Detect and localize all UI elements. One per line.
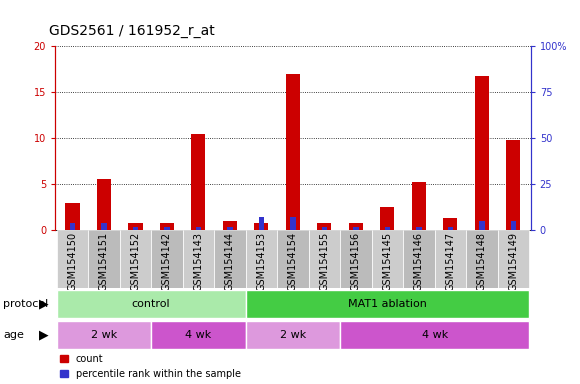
Text: MAT1 ablation: MAT1 ablation <box>348 299 427 310</box>
Bar <box>380 207 394 230</box>
Text: GSM154149: GSM154149 <box>509 232 519 291</box>
Bar <box>443 218 458 230</box>
Bar <box>160 223 174 230</box>
Bar <box>353 227 358 230</box>
Bar <box>412 182 426 230</box>
Legend: count, percentile rank within the sample: count, percentile rank within the sample <box>60 354 241 379</box>
Bar <box>309 230 340 288</box>
Bar <box>506 140 520 230</box>
Bar <box>340 230 372 288</box>
Text: GSM154144: GSM154144 <box>225 232 235 291</box>
Bar <box>385 227 390 230</box>
Bar <box>128 223 143 230</box>
Bar <box>133 227 138 230</box>
Bar <box>70 223 75 230</box>
Bar <box>259 217 264 230</box>
Text: GSM154143: GSM154143 <box>193 232 204 291</box>
Bar <box>164 227 170 230</box>
Text: GSM154148: GSM154148 <box>477 232 487 291</box>
Bar <box>97 179 111 230</box>
Bar <box>498 230 529 288</box>
Bar <box>448 227 453 230</box>
Text: GSM154142: GSM154142 <box>162 232 172 291</box>
Text: GSM154152: GSM154152 <box>130 232 140 291</box>
Bar <box>246 230 277 288</box>
Text: ▶: ▶ <box>39 329 48 341</box>
Bar <box>349 223 363 230</box>
Bar <box>57 230 88 288</box>
Text: control: control <box>132 299 171 310</box>
Bar <box>416 227 422 230</box>
Text: protocol: protocol <box>3 299 48 310</box>
Text: 2 wk: 2 wk <box>280 330 306 340</box>
Bar <box>403 230 434 288</box>
Bar <box>227 227 233 230</box>
Text: GSM154153: GSM154153 <box>256 232 266 291</box>
Text: ▶: ▶ <box>39 298 48 311</box>
Bar <box>88 230 119 288</box>
Bar <box>277 230 309 288</box>
Bar <box>434 230 466 288</box>
Bar <box>183 230 214 288</box>
Text: GSM154156: GSM154156 <box>351 232 361 291</box>
Text: GSM154151: GSM154151 <box>99 232 109 291</box>
Bar <box>191 134 205 230</box>
Bar <box>286 74 300 230</box>
Bar <box>479 221 485 230</box>
Text: 4 wk: 4 wk <box>185 330 212 340</box>
Bar <box>101 223 107 230</box>
Bar <box>119 230 151 288</box>
Text: age: age <box>3 330 24 340</box>
Bar <box>223 221 237 230</box>
FancyBboxPatch shape <box>151 321 246 349</box>
Bar <box>317 223 332 230</box>
FancyBboxPatch shape <box>246 321 340 349</box>
Text: GDS2561 / 161952_r_at: GDS2561 / 161952_r_at <box>49 25 215 38</box>
Text: GSM154154: GSM154154 <box>288 232 298 291</box>
Text: GSM154150: GSM154150 <box>67 232 77 291</box>
Text: 4 wk: 4 wk <box>422 330 448 340</box>
Text: GSM154147: GSM154147 <box>445 232 455 291</box>
Bar <box>195 227 201 230</box>
Text: GSM154155: GSM154155 <box>320 232 329 291</box>
Bar <box>321 227 327 230</box>
FancyBboxPatch shape <box>57 321 151 349</box>
Bar <box>475 76 489 230</box>
Text: 2 wk: 2 wk <box>91 330 117 340</box>
Text: GSM154146: GSM154146 <box>414 232 424 291</box>
Bar <box>510 221 516 230</box>
Bar <box>254 223 269 230</box>
Bar <box>214 230 246 288</box>
Bar <box>151 230 183 288</box>
FancyBboxPatch shape <box>340 321 529 349</box>
FancyBboxPatch shape <box>246 291 529 318</box>
Bar <box>372 230 403 288</box>
Bar <box>290 217 296 230</box>
Bar <box>66 203 79 230</box>
Bar <box>466 230 498 288</box>
Text: GSM154145: GSM154145 <box>382 232 393 291</box>
FancyBboxPatch shape <box>57 291 246 318</box>
